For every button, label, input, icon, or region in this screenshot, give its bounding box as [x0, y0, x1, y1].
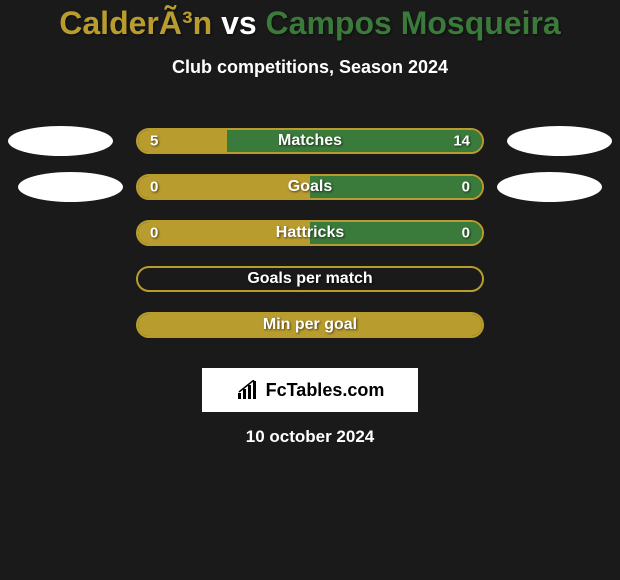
branding-text: FcTables.com [266, 380, 385, 401]
stat-label: Matches [278, 132, 342, 150]
stat-row: Hattricks 0 0 [0, 210, 620, 256]
player1-photo-oval [8, 126, 113, 156]
bar-fill-player1 [138, 176, 310, 198]
stat-row: Min per goal [0, 302, 620, 348]
stat-label: Hattricks [276, 224, 344, 242]
stat-value-player2: 14 [453, 133, 470, 150]
stat-value-player1: 0 [150, 179, 158, 196]
stat-row: Matches 5 14 [0, 118, 620, 164]
bar-fill-player2 [227, 130, 482, 152]
stat-bar: Goals 0 0 [136, 174, 484, 200]
page-title: CalderÃ³n vs Campos Mosqueira [0, 5, 620, 42]
main-container: CalderÃ³n vs Campos Mosqueira Club compe… [0, 0, 620, 580]
chart-icon [236, 380, 260, 400]
date-text: 10 october 2024 [0, 427, 620, 447]
stat-label: Goals [288, 178, 332, 196]
player2-name: Campos Mosqueira [266, 5, 561, 41]
player2-photo-oval [507, 126, 612, 156]
stat-value-player1: 0 [150, 225, 158, 242]
stat-value-player2: 0 [462, 225, 470, 242]
stats-area: Matches 5 14 Goals 0 0 Hattricks 0 0 Goals per ma… [0, 118, 620, 348]
player1-photo-oval [18, 172, 123, 202]
stat-value-player1: 5 [150, 133, 158, 150]
stat-bar: Goals per match [136, 266, 484, 292]
player1-name: CalderÃ³n [59, 5, 212, 41]
stat-label: Goals per match [247, 270, 372, 288]
vs-text: vs [221, 5, 257, 41]
stat-row: Goals 0 0 [0, 164, 620, 210]
stat-row: Goals per match [0, 256, 620, 302]
stat-bar: Hattricks 0 0 [136, 220, 484, 246]
subtitle: Club competitions, Season 2024 [0, 57, 620, 78]
branding-badge: FcTables.com [202, 368, 418, 412]
stat-bar: Matches 5 14 [136, 128, 484, 154]
stat-value-player2: 0 [462, 179, 470, 196]
stat-label: Min per goal [263, 316, 357, 334]
bar-fill-player2 [310, 176, 482, 198]
stat-bar: Min per goal [136, 312, 484, 338]
player2-photo-oval [497, 172, 602, 202]
